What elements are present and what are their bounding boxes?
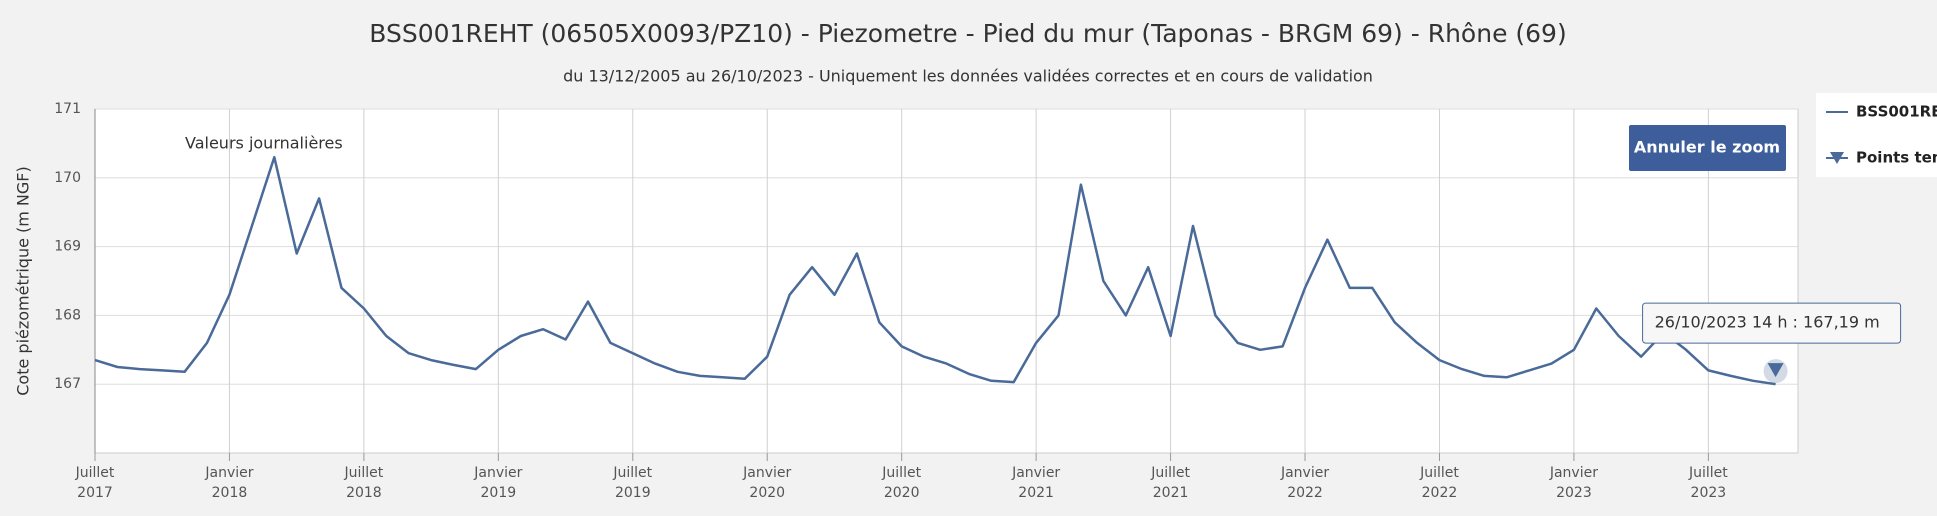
y-tick-label: 169 (54, 239, 81, 255)
y-axis-label: Cote piézométrique (m NGF) (14, 166, 33, 395)
x-tick-label: Janvier (204, 465, 253, 481)
x-tick-label: Juillet (75, 465, 115, 481)
x-tick-label: Janvier (1549, 465, 1598, 481)
x-tick-label: Juillet (1419, 465, 1459, 481)
y-tick-label: 168 (54, 307, 81, 323)
x-tick-label: 2018 (212, 485, 248, 501)
button-label[interactable]: Annuler le zoom (1634, 138, 1780, 157)
plot-area (94, 108, 1799, 454)
chart-subtitle: du 13/12/2005 au 26/10/2023 - Uniquement… (563, 67, 1373, 86)
y-tick-label: 167 (54, 376, 81, 392)
x-tick-label: Janvier (1011, 465, 1060, 481)
legend-marker (1830, 152, 1844, 164)
x-tick-label: 2018 (346, 485, 382, 501)
x-tick-label: Janvier (473, 465, 522, 481)
x-tick-label: Juillet (612, 465, 652, 481)
x-tick-label: 2019 (481, 485, 517, 501)
legend-item: BSS001REHT (06505X0093/PZ10) (1856, 103, 1937, 121)
legend (1816, 93, 1937, 177)
x-tick-label: 2021 (1153, 485, 1189, 501)
x-tick-label: 2019 (615, 485, 651, 501)
x-tick-label: 2020 (749, 485, 785, 501)
y-tick-label: 170 (54, 170, 81, 186)
annotation: Valeurs journalières (185, 134, 343, 153)
x-tick-label: Janvier (1280, 465, 1329, 481)
x-tick-label: 2017 (77, 485, 113, 501)
tooltip-text: 26/10/2023 14 h : 167,19 m (1655, 313, 1880, 332)
reset-zoom-button[interactable] (1629, 125, 1786, 171)
x-tick-label: 2022 (1422, 485, 1458, 501)
y-tick-label: 171 (54, 101, 81, 117)
data-line (94, 155, 1776, 386)
x-tick-label: 2020 (884, 485, 920, 501)
tooltip (1642, 302, 1902, 344)
legend-item: Points temps réel (1856, 149, 1937, 167)
x-tick-label: Juillet (1688, 465, 1728, 481)
x-tick-label: Juillet (1150, 465, 1190, 481)
data-point (1767, 363, 1784, 378)
chart-title: BSS001REHT (06505X0093/PZ10) - Piezometr… (369, 19, 1566, 48)
x-tick-label: 2023 (1691, 485, 1727, 501)
x-tick-label: Janvier (742, 465, 791, 481)
x-tick-label: 2023 (1556, 485, 1592, 501)
x-tick-label: Juillet (881, 465, 921, 481)
x-tick-label: 2021 (1018, 485, 1054, 501)
x-tick-label: 2022 (1287, 485, 1323, 501)
x-tick-label: Juillet (344, 465, 384, 481)
